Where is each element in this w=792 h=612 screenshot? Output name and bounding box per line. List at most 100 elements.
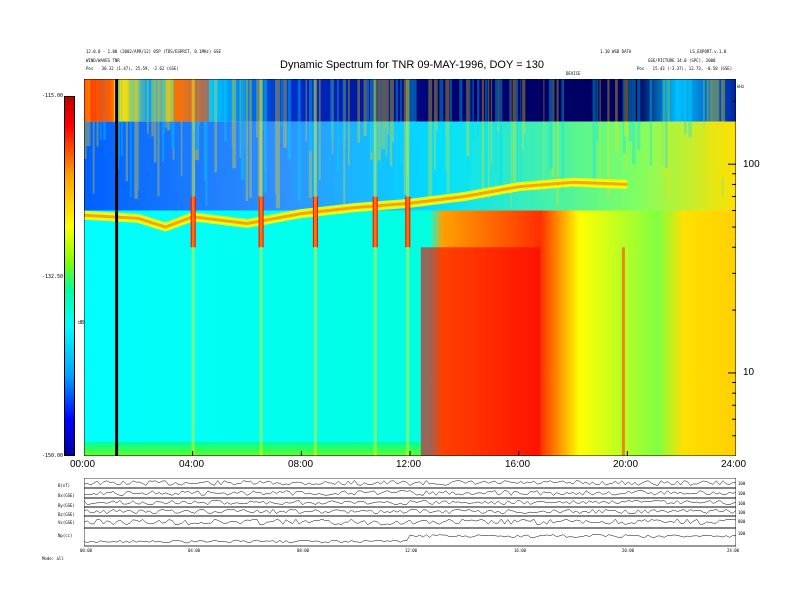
streak: [342, 79, 347, 139]
streak: [378, 79, 382, 171]
timeseries-panels: [84, 478, 736, 547]
streak: [387, 79, 389, 135]
streak: [239, 79, 244, 159]
streak: [666, 79, 670, 199]
panel-tick-by: 100: [738, 501, 746, 506]
panel-trace: [84, 480, 736, 486]
streak: [624, 79, 629, 137]
panel-trace: [84, 518, 736, 526]
streak: [477, 79, 480, 137]
streak: [391, 79, 394, 143]
streak: [490, 79, 493, 164]
streak: [280, 79, 283, 128]
streak: [514, 79, 519, 182]
streak: [408, 79, 412, 135]
panel-x-tick-3: 12:00: [405, 548, 418, 553]
streak: [205, 79, 208, 207]
streak: [171, 79, 173, 138]
streak: [147, 79, 149, 134]
streak: [381, 79, 385, 128]
streak: [446, 79, 450, 194]
x-tick-3: 12:00: [396, 459, 422, 470]
panel-tick-bx: 100: [738, 491, 746, 496]
streak: [117, 79, 120, 159]
type3-streak-6: [373, 79, 377, 456]
streak: [607, 79, 610, 199]
streak: [330, 79, 335, 137]
streak: [86, 79, 91, 146]
type3-burst-3: [190, 196, 196, 248]
panel-trace: [84, 500, 736, 506]
streak: [171, 79, 175, 149]
streak: [487, 79, 490, 199]
streak: [275, 79, 280, 209]
streak: [713, 79, 718, 126]
streak: [372, 79, 376, 200]
colorbar-unit-label: dB: [78, 320, 85, 326]
type3-streak-3: [191, 79, 195, 456]
streak: [497, 79, 500, 132]
streak: [663, 79, 666, 180]
streak: [193, 79, 196, 199]
streak: [343, 79, 346, 149]
streak: [318, 79, 321, 180]
x-tick-1: 04:00: [179, 459, 205, 470]
streak: [357, 79, 360, 143]
streak: [513, 79, 516, 143]
spectrogram-plot: [84, 79, 736, 456]
streak: [134, 79, 138, 199]
x-tick-5: 20:00: [613, 459, 639, 470]
streak: [297, 79, 301, 200]
streak: [512, 79, 514, 156]
streak: [485, 79, 488, 159]
streak: [275, 79, 277, 195]
streak: [551, 79, 555, 178]
panel-x-tick-0: 00:00: [80, 548, 93, 553]
streak: [92, 79, 95, 194]
colorbar-tick-max: -115.00: [42, 93, 64, 99]
streak: [428, 79, 431, 194]
panel-frame: [84, 527, 736, 547]
panel-trace: [84, 490, 736, 496]
x-tick-4: 16:00: [505, 459, 531, 470]
x-tick-0: 00:00: [70, 459, 96, 470]
streak: [662, 79, 667, 166]
streak: [121, 79, 123, 156]
streak: [434, 79, 436, 170]
streak: [377, 79, 381, 161]
streak: [308, 79, 312, 198]
header-info-line1: 12.0.0 - 1.00 (2002/APR/12) 05P (TDS/ESP…: [86, 49, 221, 54]
x-tick-6: 24:00: [721, 459, 747, 470]
panel-label-bz: Bz(GSE): [58, 512, 75, 517]
streak: [434, 79, 438, 131]
streak: [512, 79, 517, 183]
streak: [664, 79, 668, 169]
header-pos-right: Pos 15.43 (-3.37), 12.73, -0.58 (GSE): [637, 66, 732, 71]
streak: [509, 79, 512, 137]
streak: [232, 79, 237, 169]
streak: [522, 79, 524, 151]
band-middle: [84, 121, 736, 211]
streak: [264, 79, 267, 193]
streak: [389, 79, 393, 167]
streak: [231, 79, 235, 147]
streak: [520, 79, 522, 185]
streak: [711, 79, 714, 171]
hf-cutoff: [621, 247, 625, 456]
header-info-right-line1: 1.10 WSD DATA: [600, 49, 632, 54]
low-freq-enhancement: [420, 247, 541, 456]
streak: [496, 79, 498, 127]
streak: [406, 79, 408, 176]
panel-label-np: Np(cc): [58, 533, 73, 538]
streak: [622, 79, 626, 154]
header-pos-left: Pos 30.32 (1.47), 25.59, -2.62 (GSE): [86, 66, 179, 71]
header-device-label: DEVICE: [566, 71, 581, 76]
streak: [151, 79, 154, 137]
streak: [413, 79, 417, 149]
header-info-line2: WIND/WAVES TNR: [86, 58, 120, 63]
streak: [592, 79, 596, 185]
streak: [445, 79, 447, 172]
streak: [561, 79, 565, 182]
streak: [337, 79, 339, 173]
streak: [428, 79, 433, 198]
